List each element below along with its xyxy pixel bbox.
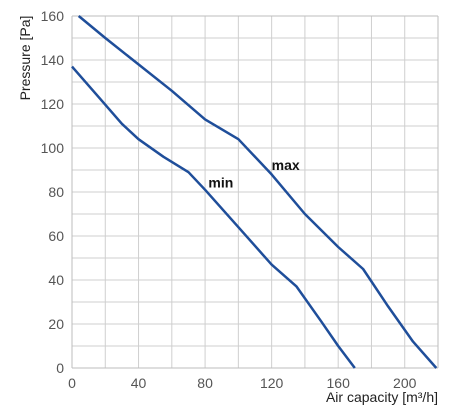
y-tick-label: 140	[41, 52, 65, 68]
x-tick-label: 200	[393, 375, 417, 391]
series-line-max	[77, 15, 438, 369]
series-line-min	[71, 65, 356, 369]
series-label-min: min	[208, 175, 233, 191]
y-tick-label: 160	[41, 8, 65, 24]
major-gridlines	[71, 15, 439, 369]
y-tick-label: 20	[48, 316, 64, 332]
y-tick-label: 40	[48, 272, 64, 288]
series-lines: max min	[71, 15, 438, 369]
series-label-max: max	[272, 157, 300, 173]
x-tick-label: 120	[260, 375, 284, 391]
x-tick-label: 160	[327, 375, 351, 391]
y-tick-label: 0	[56, 360, 64, 376]
y-tick-label: 60	[48, 228, 64, 244]
minor-gridlines	[71, 15, 439, 369]
y-axis-label: Pressure [Pa]	[17, 16, 33, 101]
x-axis-label: Air capacity [m³/h]	[326, 389, 438, 405]
y-tick-label: 80	[48, 184, 64, 200]
x-tick-label: 0	[68, 375, 76, 391]
y-tick-label: 100	[41, 140, 65, 156]
x-tick-label: 80	[197, 375, 213, 391]
tick-labels: 0 40 80 120 160 200 0 20 40 60 80 100 120 140 160	[41, 8, 417, 391]
y-tick-label: 120	[41, 96, 65, 112]
x-tick-label: 40	[131, 375, 147, 391]
